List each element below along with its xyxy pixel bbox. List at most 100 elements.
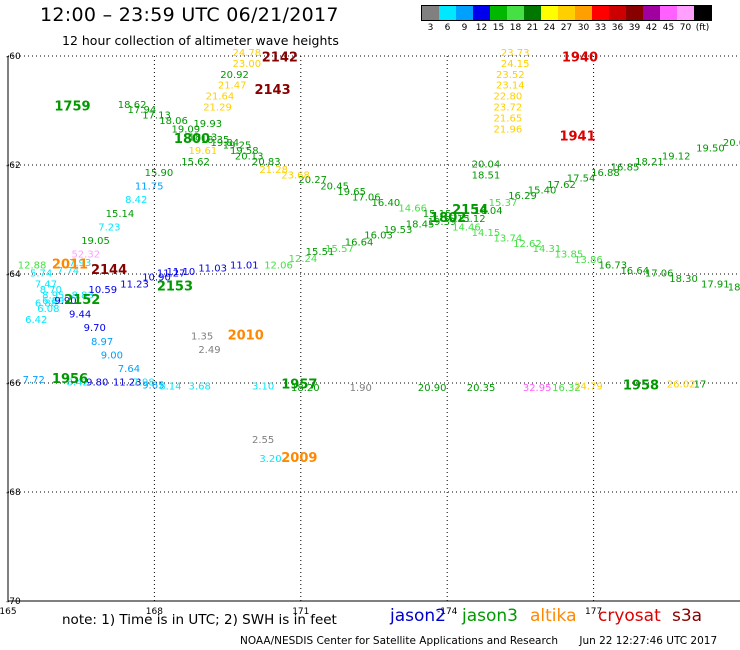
wave-height-value: 32.95 — [523, 383, 552, 394]
generated-timestamp: Jun 22 12:27:46 UTC 2017 — [579, 635, 718, 647]
wave-height-value: 6.89 — [42, 296, 64, 307]
pass-time-label: 2154 — [452, 203, 488, 218]
wave-height-value: 11.03 — [198, 263, 227, 274]
color-swatch — [524, 6, 541, 20]
wave-height-value: 20.45 — [320, 182, 349, 193]
color-tick-label: 12 — [475, 23, 488, 33]
wave-height-value: 18.62 — [118, 100, 147, 111]
wave-height-value: 15.62 — [181, 157, 210, 168]
wave-height-value: 24.15 — [501, 59, 530, 70]
credit-line: NOAA/NESDIS Center for Satellite Applica… — [240, 635, 717, 647]
wave-height-value: 23.73 — [501, 48, 530, 59]
wave-height-value: 19.25 — [223, 141, 252, 152]
wave-height-value: 9.00 — [101, 350, 123, 361]
pass-time-label: 1941 — [559, 129, 595, 144]
chart-subtitle: 12 hour collection of altimeter wave hei… — [62, 33, 339, 48]
wave-height-value: 12.62 — [513, 239, 542, 250]
color-swatch — [626, 6, 643, 20]
wave-height-value: 7.23 — [98, 222, 120, 233]
color-tick-label: 3 — [427, 23, 434, 33]
wave-height-value: 6.08 — [37, 304, 59, 315]
wave-height-value: 21.65 — [494, 113, 523, 124]
wave-height-value: 16.03 — [364, 231, 393, 242]
pass-time-label: 2010 — [228, 328, 264, 343]
wave-height-value: 52.32 — [71, 250, 100, 261]
wave-height-value: 16.64 — [620, 266, 649, 277]
mission-jason3: jason3 — [462, 606, 518, 626]
wave-height-value: 11.10 — [167, 267, 196, 278]
wave-height-value: 3.20 — [259, 454, 281, 465]
color-tick-label: 24 — [543, 23, 556, 33]
wave-height-value: 15.31 — [442, 214, 471, 225]
wave-height-value: 21.29 — [203, 103, 232, 114]
pass-time-label: 1956 — [52, 372, 88, 387]
wave-height-value: 8.95 — [42, 291, 64, 302]
wave-height-value: 14.66 — [398, 203, 427, 214]
color-tick-label: (ft) — [695, 23, 710, 33]
wave-height-value: 1.90 — [350, 383, 372, 394]
wave-height-value: 11.23 — [113, 378, 142, 389]
wave-height-value: 16.29 — [508, 191, 537, 202]
wave-height-value: 7.47 — [35, 280, 57, 291]
wave-height-value: 2.55 — [252, 435, 274, 446]
wave-height-value: 19.50 — [696, 143, 725, 154]
wave-height-value: 15.37 — [489, 198, 518, 209]
wave-height-value: 21.47 — [218, 81, 247, 92]
wave-height-value: 19.93 — [193, 119, 222, 130]
wave-height-value: 8.97 — [91, 337, 113, 348]
wave-height-value: 17.06 — [352, 192, 381, 203]
wave-height-value: 12.06 — [264, 261, 293, 272]
wave-height-value: 18.35 — [201, 135, 230, 146]
wave-height-value: 8.42 — [125, 195, 147, 206]
wave-height-value: 19.12 — [662, 152, 691, 163]
color-swatch — [575, 6, 592, 20]
color-tick-label: 21 — [526, 23, 539, 33]
pass-time-label: 2144 — [91, 263, 127, 278]
x-tick-label: -174 — [437, 607, 458, 617]
wave-height-value: 23.72 — [494, 103, 523, 114]
wave-height-value: 18.13 — [189, 132, 218, 143]
wave-height-value: 16.88 — [591, 168, 620, 179]
color-swatch — [694, 6, 711, 20]
color-tick-label: 33 — [594, 23, 607, 33]
x-tick-label: 168 — [146, 607, 163, 617]
y-tick-label: -66 — [6, 379, 21, 389]
mission-s3a: s3a — [672, 606, 703, 626]
color-swatch — [422, 6, 439, 20]
wave-height-value: 16.32 — [552, 383, 581, 394]
wave-height-value: 13.74 — [494, 233, 523, 244]
wave-height-value: 9.65 — [142, 380, 164, 391]
wave-height-value: 21.96 — [494, 124, 523, 135]
wave-height-value: 7.74 — [57, 266, 79, 277]
wave-height-value: 20.04 — [472, 160, 501, 171]
wave-height-value: 17.54 — [567, 173, 596, 184]
wave-height-value: 9.80 — [86, 378, 108, 389]
wave-height-value: 11.27 — [157, 269, 186, 280]
x-tick-label: 171 — [292, 607, 309, 617]
color-swatch — [439, 6, 456, 20]
credit-text: NOAA/NESDIS Center for Satellite Applica… — [240, 635, 558, 647]
wave-height-value: 8.14 — [159, 382, 181, 393]
color-swatch — [677, 6, 694, 20]
mission-jason2: jason2 — [390, 606, 446, 626]
wave-height-value: 18.51 — [472, 171, 501, 182]
wave-height-value: 16.64 — [345, 238, 374, 249]
wave-height-value: 16.40 — [372, 198, 401, 209]
wave-height-value: 15.40 — [528, 185, 557, 196]
wave-height-value: 6.88 — [35, 299, 57, 310]
wave-height-value: 20.90 — [418, 383, 447, 394]
wave-height-value: 17.94 — [128, 105, 157, 116]
color-tick-label: 36 — [611, 23, 624, 33]
wave-height-value: 15.15 — [423, 209, 452, 220]
y-tick-label: -62 — [6, 161, 21, 171]
wave-height-value: 19.53 — [384, 225, 413, 236]
pass-time-label: 1957 — [281, 377, 317, 392]
wave-height-value: 19.09 — [171, 124, 200, 135]
wave-height-value: 6.42 — [25, 315, 47, 326]
wave-height-value: 26.02 — [667, 379, 696, 390]
wave-height-value: 22.80 — [494, 92, 523, 103]
wave-height-value: 2.49 — [198, 345, 220, 356]
wave-height-value: 10.90 — [142, 273, 171, 284]
wave-height-value: 15.51 — [306, 247, 335, 258]
color-tick-label: 15 — [492, 23, 505, 33]
